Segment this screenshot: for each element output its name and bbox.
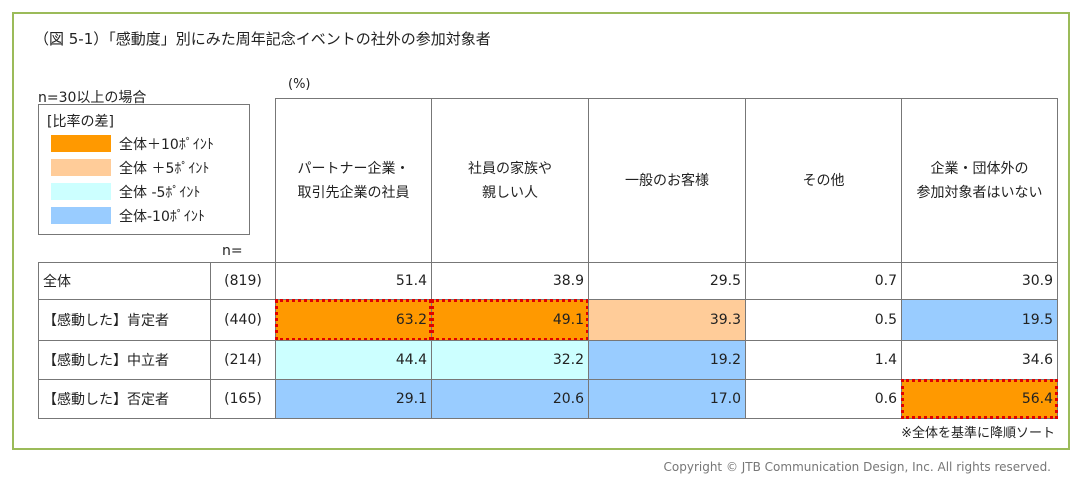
data-cell: 30.9 xyxy=(901,262,1058,300)
data-cell: 51.4 xyxy=(275,262,432,300)
data-cell: 29.5 xyxy=(588,262,746,300)
data-cell: 49.1 xyxy=(431,299,589,341)
legend-label: 全体-10ﾎﾟｲﾝﾄ xyxy=(119,209,205,225)
legend-swatch xyxy=(51,183,111,200)
data-cell: 20.6 xyxy=(431,379,589,419)
column-header: パートナー企業・ 取引先企業の社員 xyxy=(275,98,432,263)
copyright: Copyright © JTB Communication Design, In… xyxy=(663,460,1052,474)
legend-swatch xyxy=(51,207,111,224)
row-n: (819) xyxy=(210,262,276,300)
row-label: 【感動した】否定者 xyxy=(38,379,211,419)
data-cell: 32.2 xyxy=(431,340,589,380)
data-cell: 0.5 xyxy=(745,299,902,341)
row-n: (440) xyxy=(210,299,276,341)
legend-swatch xyxy=(51,135,111,152)
data-cell: 39.3 xyxy=(588,299,746,341)
column-header: 社員の家族や 親しい人 xyxy=(431,98,589,263)
data-cell: 0.7 xyxy=(745,262,902,300)
data-cell: 63.2 xyxy=(275,299,432,341)
title: （図 5-1）「感動度」別にみた周年記念イベントの社外の参加対象者 xyxy=(34,30,491,48)
legend: [比率の差] 全体＋10ﾎﾟｲﾝﾄ 全体 ＋5ﾎﾟｲﾝﾄ 全体 -5ﾎﾟｲﾝﾄ 全体-… xyxy=(38,104,250,235)
column-header: その他 xyxy=(745,98,902,263)
legend-title: [比率の差] xyxy=(47,114,114,130)
legend-swatch xyxy=(51,159,111,176)
data-cell: 44.4 xyxy=(275,340,432,380)
note: ※全体を基準に降順ソート xyxy=(901,426,1055,441)
data-cell: 34.6 xyxy=(901,340,1058,380)
n-label: n= xyxy=(222,243,243,259)
legend-label: 全体＋10ﾎﾟｲﾝﾄ xyxy=(119,137,214,153)
data-cell: 29.1 xyxy=(275,379,432,419)
data-cell: 17.0 xyxy=(588,379,746,419)
data-cell: 38.9 xyxy=(431,262,589,300)
frame xyxy=(12,12,1070,450)
condition: n=30以上の場合 xyxy=(38,90,147,106)
data-cell: 19.2 xyxy=(588,340,746,380)
row-n: (165) xyxy=(210,379,276,419)
legend-label: 全体 ＋5ﾎﾟｲﾝﾄ xyxy=(119,161,210,177)
column-header: 企業・団体外の 参加対象者はいない xyxy=(901,98,1058,263)
data-cell: 19.5 xyxy=(901,299,1058,341)
column-header: 一般のお客様 xyxy=(588,98,746,263)
data-cell: 0.6 xyxy=(745,379,902,419)
row-label: 【感動した】肯定者 xyxy=(38,299,211,341)
data-cell: 56.4 xyxy=(901,379,1058,419)
row-label: 全体 xyxy=(38,262,211,300)
legend-label: 全体 -5ﾎﾟｲﾝﾄ xyxy=(119,185,201,201)
unit: (%) xyxy=(288,77,311,92)
data-cell: 1.4 xyxy=(745,340,902,380)
row-n: (214) xyxy=(210,340,276,380)
row-label: 【感動した】中立者 xyxy=(38,340,211,380)
